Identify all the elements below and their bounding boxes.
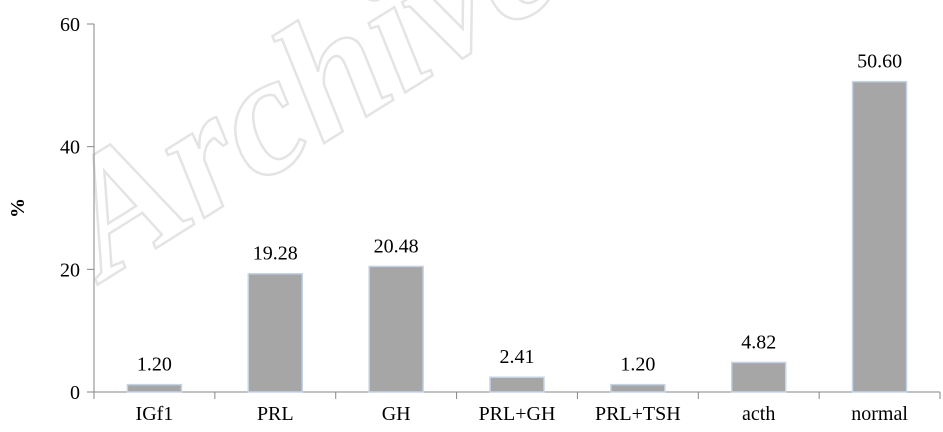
- data-label: 20.48: [374, 235, 419, 257]
- bar-prl: [247, 272, 304, 393]
- x-category-label: IGf1: [136, 403, 174, 425]
- bar-prl-gh: [489, 376, 545, 393]
- y-tick-label: 20: [60, 259, 80, 281]
- x-category-label: PRL: [257, 403, 294, 425]
- chart-labels: 1.20 IGf1 19.28 PRL 20.48 GH 2.41 PRL+GH 1.20 PRL…: [136, 51, 909, 425]
- data-label: 50.60: [857, 51, 902, 73]
- chart-axes: 0 20 40 60: [60, 14, 941, 404]
- data-label: 1.20: [620, 354, 655, 376]
- y-tick-label: 60: [60, 14, 80, 36]
- watermark-text: Archive: [17, 0, 589, 316]
- y-tick-label: 40: [60, 137, 80, 159]
- data-label: 2.41: [500, 346, 535, 368]
- bar-gh: [368, 265, 424, 393]
- watermark-layer: Archive: [16, 0, 590, 317]
- x-category-label: acth: [742, 403, 775, 425]
- x-category-label: GH: [382, 403, 411, 425]
- y-axis-title: %: [7, 198, 29, 218]
- data-label: 4.82: [741, 331, 776, 353]
- bar-normal: [851, 80, 908, 393]
- data-label: 19.28: [253, 243, 298, 265]
- chart-bars: [126, 80, 908, 393]
- x-category-label: PRL+GH: [479, 403, 556, 425]
- x-category-label: PRL+TSH: [595, 403, 681, 425]
- bar-acth: [730, 361, 787, 393]
- bar-prl-tsh: [610, 383, 666, 393]
- y-tick-label: 0: [70, 382, 80, 404]
- x-category-label: normal: [851, 403, 908, 425]
- bar-igf1: [126, 383, 183, 393]
- data-label: 1.20: [137, 354, 172, 376]
